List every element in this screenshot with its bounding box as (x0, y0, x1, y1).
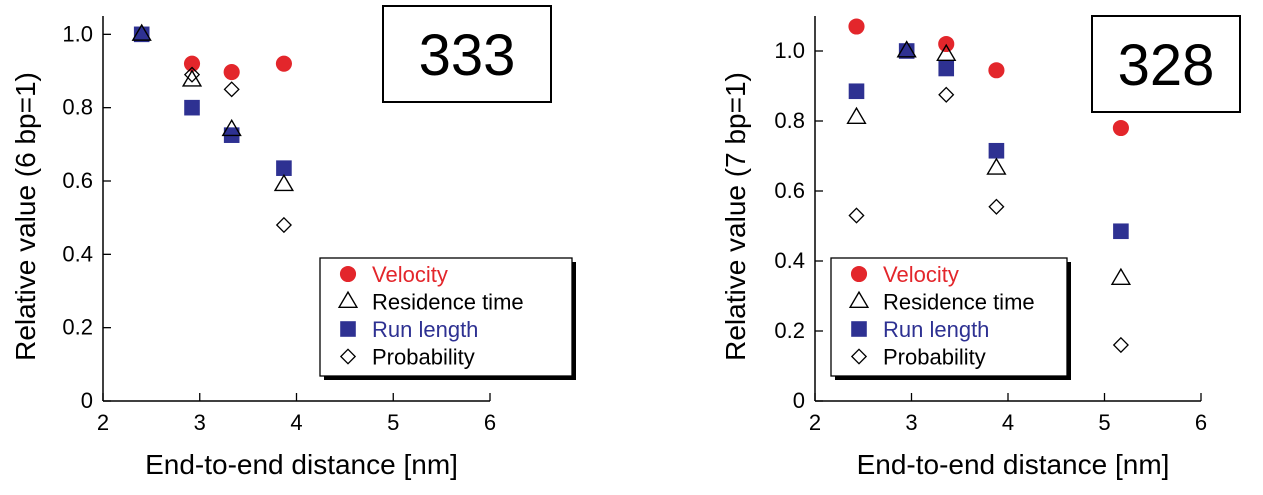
y-tick-label: 0.6 (774, 178, 805, 203)
y-tick-label: 0.8 (774, 108, 805, 133)
triangle-point (221, 118, 242, 137)
x-tick-label: 3 (194, 410, 206, 435)
circle-point (848, 18, 865, 35)
y-tick-label: 0.4 (62, 241, 93, 266)
square-point (1113, 223, 1129, 240)
y-tick-label: 0.2 (774, 318, 805, 343)
y-tick-label: 0.2 (62, 315, 93, 340)
legend-diamond-icon (339, 348, 357, 365)
circle-point (223, 64, 240, 81)
y-axis-label: Relative value (6 bp=1) (10, 72, 41, 361)
diamond-point (848, 207, 865, 224)
square-point (276, 160, 292, 176)
x-tick-label: 4 (1002, 410, 1014, 435)
legend-entry-label: Probability (372, 345, 475, 370)
circle-point (1112, 119, 1129, 137)
triangle-point (1110, 267, 1132, 286)
diamond-point (938, 86, 955, 103)
y-tick-label: 0.8 (62, 95, 93, 120)
triangle-point (846, 106, 867, 125)
legend-entry-label: Run length (883, 317, 989, 342)
y-tick-label: 0.4 (774, 248, 805, 273)
y-tick-label: 0 (793, 388, 805, 413)
legend-box (830, 257, 1068, 377)
triangle-point (986, 157, 1007, 175)
x-axis-label: End-to-end distance [nm] (857, 449, 1170, 480)
legend-circle-icon (850, 265, 868, 283)
x-axis-label: End-to-end distance [nm] (145, 449, 458, 480)
tag-box (1091, 15, 1241, 113)
diamond-point (1112, 336, 1129, 354)
legend-entry-label: Velocity (372, 262, 448, 287)
x-tick-label: 6 (1195, 410, 1207, 435)
legend-square-icon (851, 321, 867, 337)
diamond-point (183, 66, 201, 83)
square-point (848, 83, 865, 100)
triangle-point (181, 69, 203, 87)
legend-square-icon (340, 321, 356, 337)
x-tick-label: 2 (809, 410, 821, 435)
x-tick-label: 2 (97, 410, 109, 435)
triangle-point (273, 173, 295, 192)
circle-point (183, 55, 201, 72)
y-tick-label: 1.0 (62, 21, 93, 46)
triangle-point (936, 43, 957, 62)
legend-entry-label: Residence time (883, 290, 1035, 315)
diamond-point (275, 216, 292, 234)
x-tick-label: 4 (290, 410, 302, 435)
x-tick-label: 5 (1098, 410, 1110, 435)
legend-diamond-icon (850, 348, 868, 365)
legend-box (319, 257, 573, 377)
diamond-point (988, 198, 1005, 215)
triangle-point (896, 40, 917, 58)
diamond-point (223, 81, 240, 98)
square-point (184, 99, 200, 116)
chart-panel-1: 2 3 4 5 6 0 0.2 0.4 0.6 0.8 1.0 End-to-end distance… (10, 5, 576, 480)
y-tick-label: 0.6 (62, 168, 93, 193)
legend-circle-icon (339, 265, 357, 283)
tag-label: 328 (1118, 33, 1215, 98)
square-point (938, 60, 955, 77)
y-tick-label: 0 (81, 388, 93, 413)
y-tick-label: 1.0 (774, 38, 805, 63)
legend-entry-label: Run length (372, 317, 478, 342)
legend-entry-label: Residence time (372, 290, 524, 315)
x-tick-label: 3 (905, 410, 917, 435)
x-tick-label: 5 (387, 410, 399, 435)
y-axis-label: Relative value (7 bp=1) (720, 72, 751, 361)
tag-label: 333 (419, 23, 516, 88)
chart-panel-2: 2 3 4 5 6 0 0.2 0.4 0.6 0.8 1.0 End-to-end distance… (720, 15, 1241, 480)
legend-triangle-icon (848, 290, 870, 309)
x-tick-label: 6 (484, 410, 496, 435)
tag-box (382, 5, 552, 103)
legend-triangle-icon (337, 290, 359, 309)
circle-point (275, 55, 292, 72)
legend-entry-label: Probability (883, 345, 986, 370)
legend-entry-label: Velocity (883, 262, 959, 287)
square-point (988, 142, 1005, 159)
circle-point (988, 62, 1005, 79)
triangle-point (131, 23, 152, 41)
